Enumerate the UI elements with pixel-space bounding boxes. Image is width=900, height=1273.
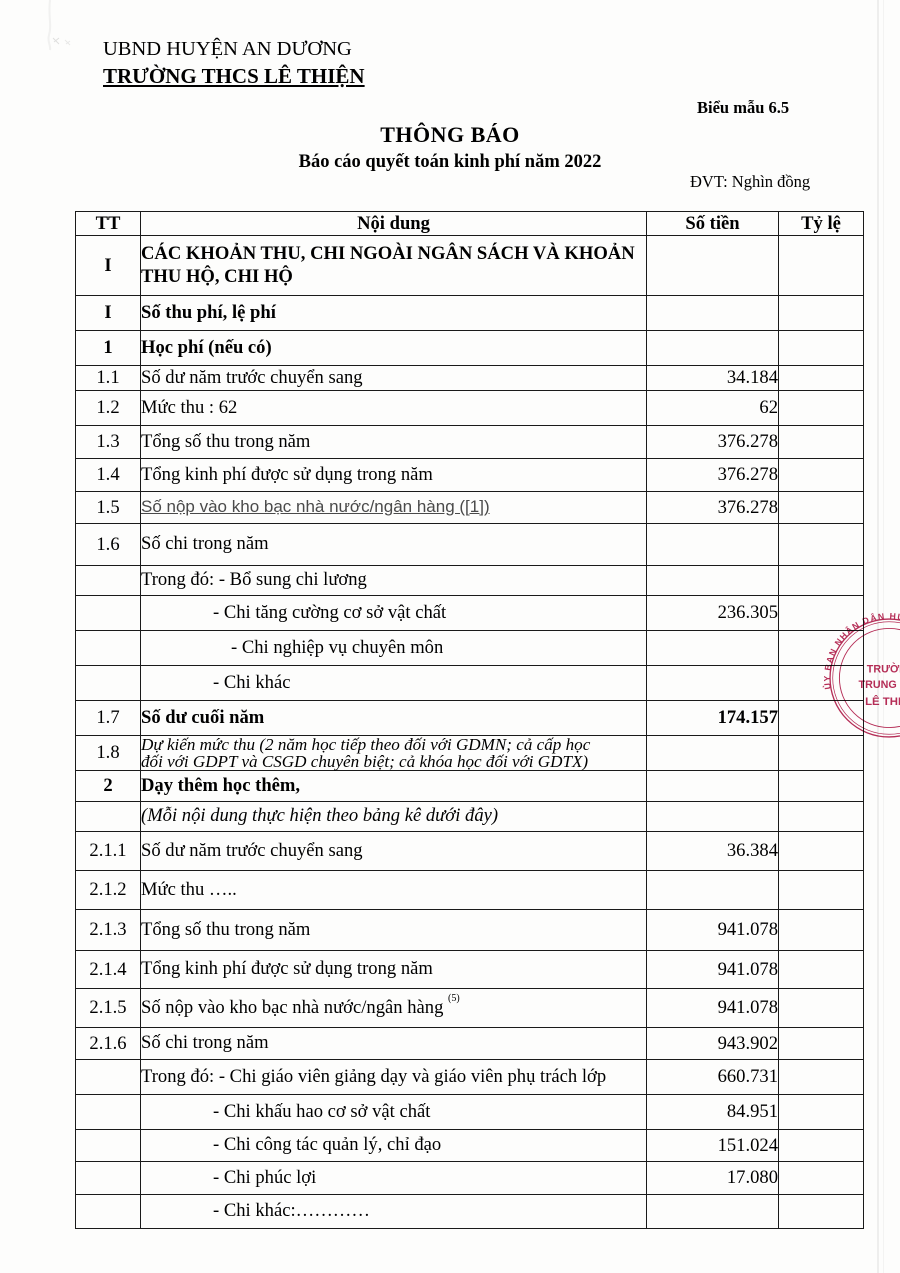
svg-text:ỦY BAN NHÂN DÂN HUYỆN AN DƯƠNG: ỦY BAN NHÂN DÂN HUYỆN AN DƯƠNG xyxy=(822,611,900,690)
svg-text:TRUNG HỌC: TRUNG HỌC xyxy=(859,679,900,691)
svg-text:TRƯỜNG: TRƯỜNG xyxy=(867,663,900,676)
svg-text:LÊ THIỆN: LÊ THIỆN xyxy=(865,695,900,708)
